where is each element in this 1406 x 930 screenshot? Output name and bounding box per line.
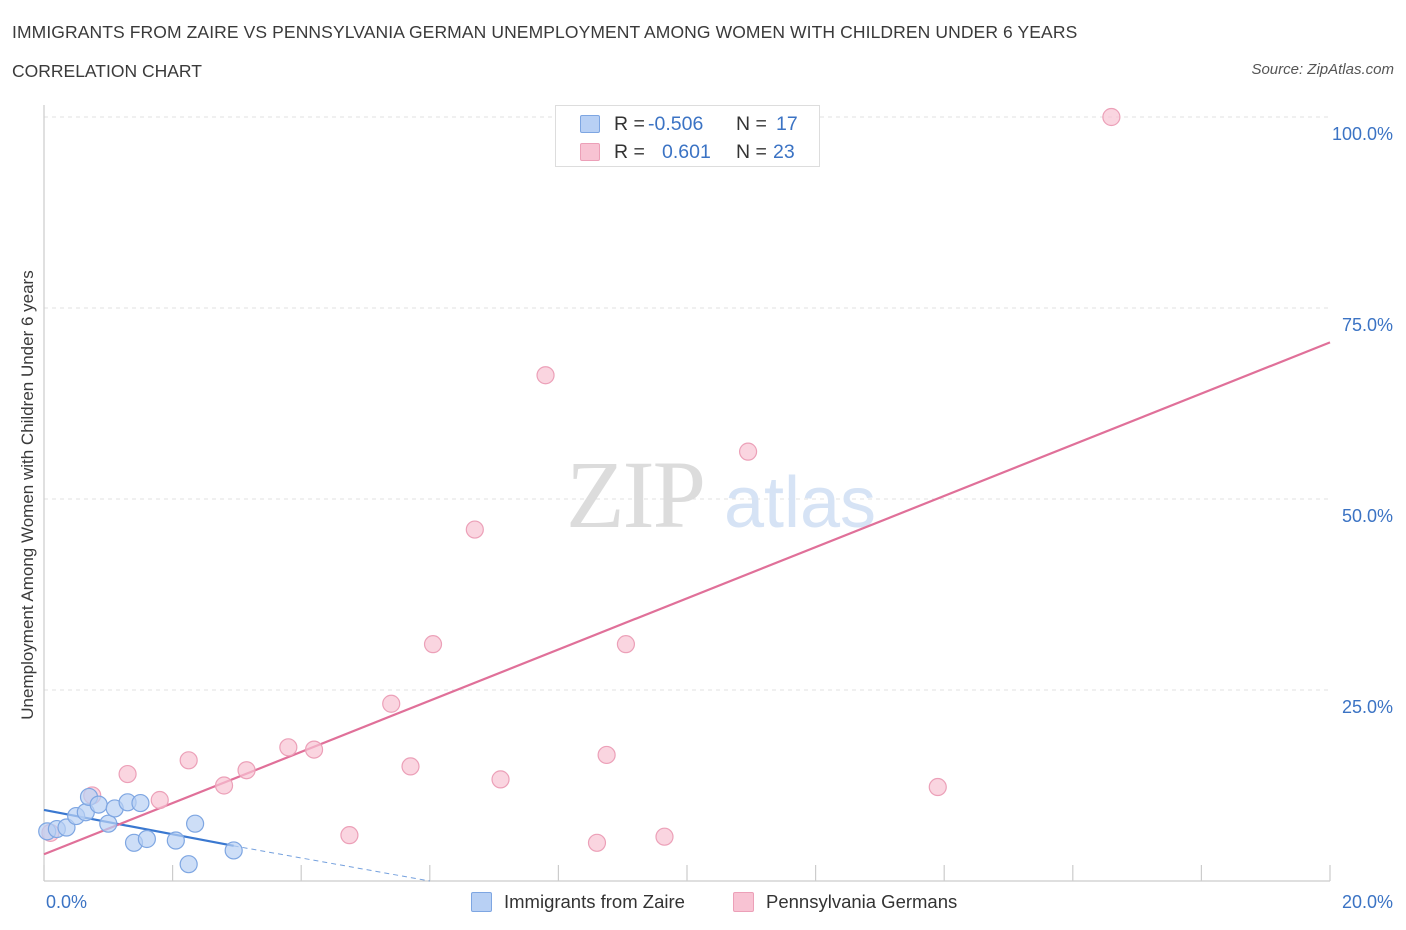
- data-point: [214, 776, 234, 795]
- stats-legend: R = -0.506 N = 17 R = 0.601 N = 23: [555, 105, 820, 167]
- bottom-legend-label-penn: Pennsylvania Germans: [766, 891, 958, 912]
- data-point: [237, 761, 256, 780]
- legend-r-label: R =: [614, 141, 645, 163]
- data-point: [423, 635, 443, 654]
- y-tick-label: 75.0%: [1342, 315, 1393, 335]
- legend-n-label: N =: [736, 113, 767, 135]
- bottom-legend-label-zaire: Immigrants from Zaire: [504, 891, 685, 912]
- x-tick-label: 20.0%: [1342, 892, 1393, 912]
- x-tick-label: 0.0%: [46, 892, 87, 912]
- data-point: [131, 793, 150, 813]
- y-tick-label: 50.0%: [1342, 506, 1393, 526]
- data-point: [1102, 107, 1121, 127]
- data-point: [587, 833, 607, 852]
- data-point: [304, 740, 324, 759]
- legend-n-label: N =: [736, 141, 767, 163]
- data-point: [179, 855, 198, 874]
- data-point: [340, 826, 359, 845]
- point-layer: [38, 107, 1121, 874]
- watermark-atlas: atlas: [724, 463, 876, 543]
- y-tick-label: 25.0%: [1342, 697, 1393, 717]
- data-point: [382, 694, 401, 713]
- legend-r-value: 0.601: [662, 141, 711, 163]
- bottom-legend-swatch-penn: [733, 892, 754, 912]
- trend-line-extension: [233, 845, 430, 882]
- trend-line: [43, 341, 1331, 856]
- data-point: [491, 770, 510, 789]
- data-point: [655, 827, 674, 846]
- chart-subtitle: CORRELATION CHART: [12, 61, 202, 81]
- legend-r-value: -0.506: [648, 113, 704, 135]
- data-point: [150, 790, 169, 810]
- legend-swatch-zaire: [580, 115, 600, 133]
- legend-n-value: 23: [773, 141, 795, 163]
- chart-title: IMMIGRANTS FROM ZAIRE VS PENNSYLVANIA GE…: [12, 22, 1078, 42]
- data-point: [279, 738, 298, 757]
- data-point: [224, 841, 243, 860]
- source-label: Source: ZipAtlas.com: [1251, 61, 1394, 78]
- data-point: [99, 814, 118, 833]
- y-tick-label: 100.0%: [1332, 124, 1393, 144]
- data-point: [166, 831, 185, 850]
- data-point: [401, 757, 420, 776]
- axis-layer: [43, 105, 1331, 882]
- legend-swatch-penn: [580, 143, 600, 161]
- data-point: [928, 777, 947, 797]
- legend-r-label: R =: [614, 113, 645, 135]
- data-point: [137, 829, 156, 849]
- watermark-zip: ZIP: [566, 441, 704, 548]
- data-point: [616, 635, 636, 654]
- data-point: [89, 795, 108, 814]
- y-axis-label: Unemployment Among Women with Children U…: [18, 270, 37, 720]
- data-point: [536, 366, 555, 385]
- data-point: [465, 520, 484, 539]
- tick-label-layer: 25.0% 50.0% 75.0% 100.0% 0.0% 20.0%: [46, 124, 1393, 912]
- data-point: [597, 745, 616, 765]
- watermark: ZIP atlas: [566, 441, 876, 548]
- data-point: [179, 751, 198, 770]
- grid-layer: [44, 116, 1330, 691]
- data-point: [118, 764, 137, 784]
- trend-layer: [43, 341, 1331, 882]
- data-point: [738, 442, 758, 461]
- bottom-legend-swatch-zaire: [471, 892, 492, 912]
- data-point: [186, 814, 205, 833]
- legend-n-value: 17: [776, 113, 798, 135]
